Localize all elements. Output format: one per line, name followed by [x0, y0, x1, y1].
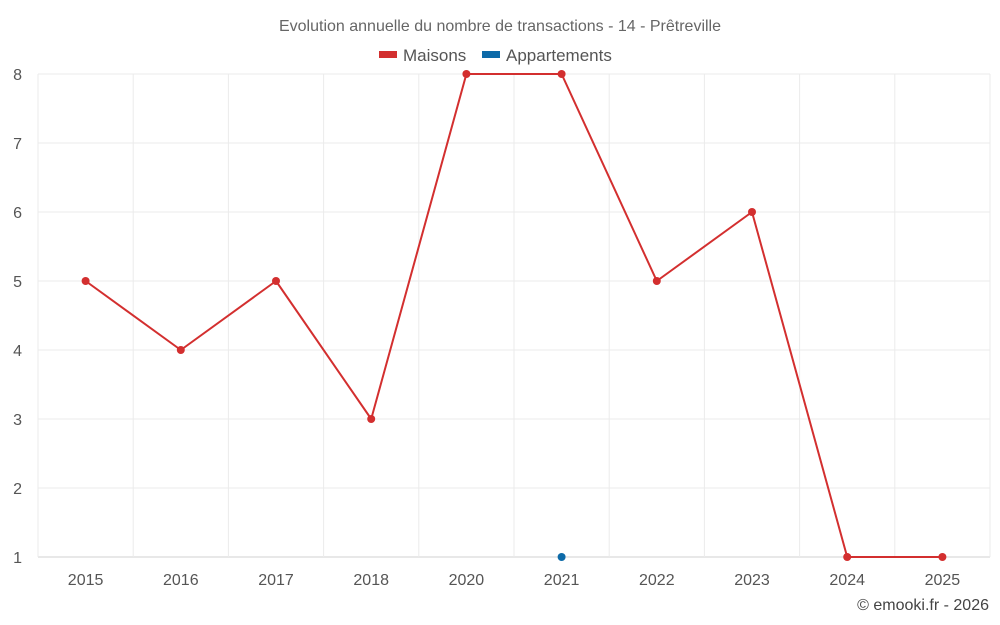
y-tick-label: 5: [13, 274, 22, 291]
chart-title: Evolution annuelle du nombre de transact…: [279, 18, 721, 35]
series-line-maisons: [85, 73, 943, 558]
legend-label-maisons: Maisons: [403, 46, 466, 65]
y-tick-label: 8: [13, 67, 22, 84]
data-point-maisons-2024[interactable]: [843, 553, 852, 561]
data-point-maisons-2022[interactable]: [652, 277, 661, 285]
x-tick-label: 2018: [353, 572, 389, 589]
series: [81, 70, 947, 561]
data-point-appartements-2021[interactable]: [557, 553, 566, 561]
x-tick-label: 2020: [449, 572, 485, 589]
data-point-maisons-2015[interactable]: [81, 277, 90, 285]
x-tick-label: 2025: [925, 572, 961, 589]
data-point-maisons-2016[interactable]: [176, 346, 185, 354]
x-tick-label: 2017: [258, 572, 294, 589]
x-tick-label: 2021: [544, 572, 580, 589]
data-point-maisons-2018[interactable]: [367, 415, 376, 423]
y-tick-label: 7: [13, 136, 22, 153]
y-tick-label: 4: [13, 343, 22, 360]
y-axis-ticks: 1 2 3 4 5 6 7 8: [13, 67, 22, 567]
credit-text: © emooki.fr - 2026: [857, 597, 989, 614]
legend-item-appartements[interactable]: Appartements: [482, 46, 612, 65]
data-point-maisons-2025[interactable]: [938, 553, 947, 561]
y-tick-label: 1: [13, 550, 22, 567]
y-tick-label: 2: [13, 481, 22, 498]
x-tick-label: 2015: [68, 572, 104, 589]
legend[interactable]: Maisons Appartements: [379, 46, 612, 65]
x-tick-label: 2022: [639, 572, 675, 589]
data-point-maisons-2020[interactable]: [462, 70, 471, 78]
x-tick-label: 2023: [734, 572, 770, 589]
legend-swatch-maisons: [379, 51, 397, 58]
legend-swatch-appartements: [482, 51, 500, 58]
legend-item-maisons[interactable]: Maisons: [379, 46, 466, 65]
x-axis-ticks: 2015 2016 2017 2018 2020 2021 2022 2023 2024 2025: [68, 572, 960, 589]
data-point-maisons-2017[interactable]: [272, 277, 280, 285]
data-point-maisons-2021[interactable]: [557, 70, 566, 78]
x-tick-label: 2016: [163, 572, 199, 589]
y-tick-label: 3: [13, 412, 22, 429]
grid: [37, 73, 991, 558]
legend-label-appartements: Appartements: [506, 46, 612, 65]
x-tick-label: 2024: [829, 572, 865, 589]
y-tick-label: 6: [13, 205, 22, 222]
data-point-maisons-2023[interactable]: [748, 208, 756, 216]
